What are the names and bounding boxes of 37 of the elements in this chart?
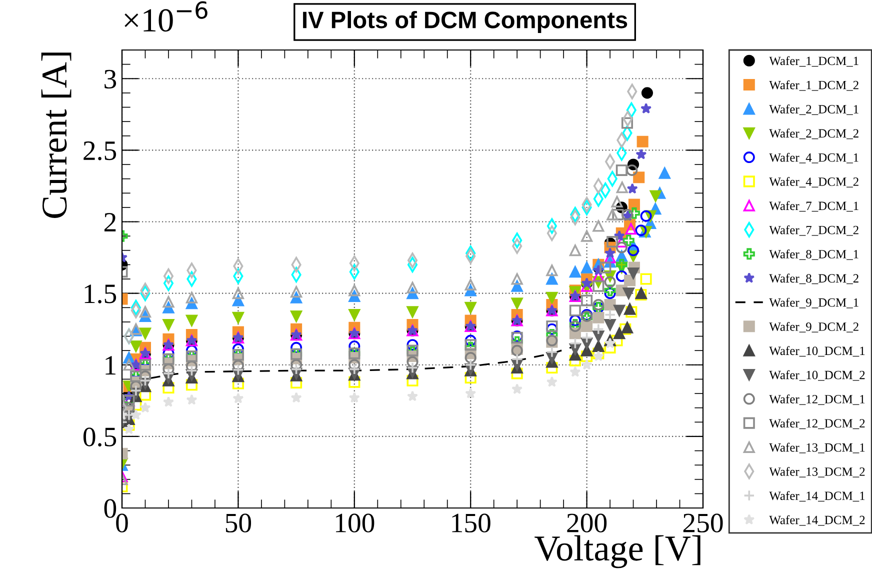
- x-tick-label: 0: [116, 514, 128, 532]
- y-tick-label: 0: [104, 499, 116, 518]
- legend-label: Wafer_9_DCM_2: [769, 322, 858, 332]
- y-tick-label: 1: [106, 356, 116, 375]
- legend-label: Wafer_13_DCM_1: [769, 442, 865, 454]
- y-tick-label: 3: [104, 70, 116, 89]
- legend-label: Wafer_12_DCM_1: [769, 394, 865, 405]
- legend-label: Wafer_7_DCM_2: [769, 225, 858, 236]
- x-tick-label: 200: [567, 514, 607, 532]
- legend-label: Wafer_9_DCM_1: [769, 298, 858, 308]
- legend-label: Wafer_10_DCM_1: [769, 346, 865, 357]
- x-axis-title: Voltage [V]: [534, 535, 700, 568]
- legend-label: Wafer_4_DCM_2: [769, 177, 858, 188]
- legend-label: Wafer_10_DCM_2: [769, 370, 865, 381]
- legend-label: Wafer_12_DCM_2: [769, 418, 865, 430]
- legend-label: Wafer_8_DCM_1: [769, 249, 858, 260]
- y-tick-label: 2.5: [84, 141, 116, 160]
- y-axis-title: Current [A]: [41, 52, 72, 218]
- x-tick-label: 150: [452, 514, 490, 532]
- legend-label: Wafer_8_DCM_2: [769, 274, 858, 284]
- legend-label: Wafer_7_DCM_1: [769, 201, 858, 212]
- legend-label: Wafer_1_DCM_2: [769, 80, 858, 91]
- legend-label: Wafer_2_DCM_2: [769, 128, 858, 140]
- x-tick-label: 250: [683, 514, 723, 532]
- x-tick-label: 100: [336, 514, 374, 532]
- legend-label: Wafer_13_DCM_2: [769, 466, 865, 478]
- x-tick-label: 50: [226, 514, 252, 532]
- text: ×10$^{−6}$: [124, 1, 208, 32]
- legend-label: Wafer_2_DCM_1: [769, 104, 858, 115]
- legend-label: Wafer_4_DCM_1: [769, 152, 858, 164]
- y-tick-label: 2: [104, 212, 116, 232]
- legend-label: Wafer_1_DCM_1: [769, 56, 858, 67]
- legend-label: Wafer_14_DCM_2: [769, 515, 865, 526]
- y-tick-label: 1.5: [84, 284, 116, 304]
- legend-label: Wafer_14_DCM_1: [769, 491, 865, 502]
- chart-title: IV Plots of DCM Components: [303, 10, 628, 34]
- y-tick-label: 0.5: [83, 428, 116, 446]
